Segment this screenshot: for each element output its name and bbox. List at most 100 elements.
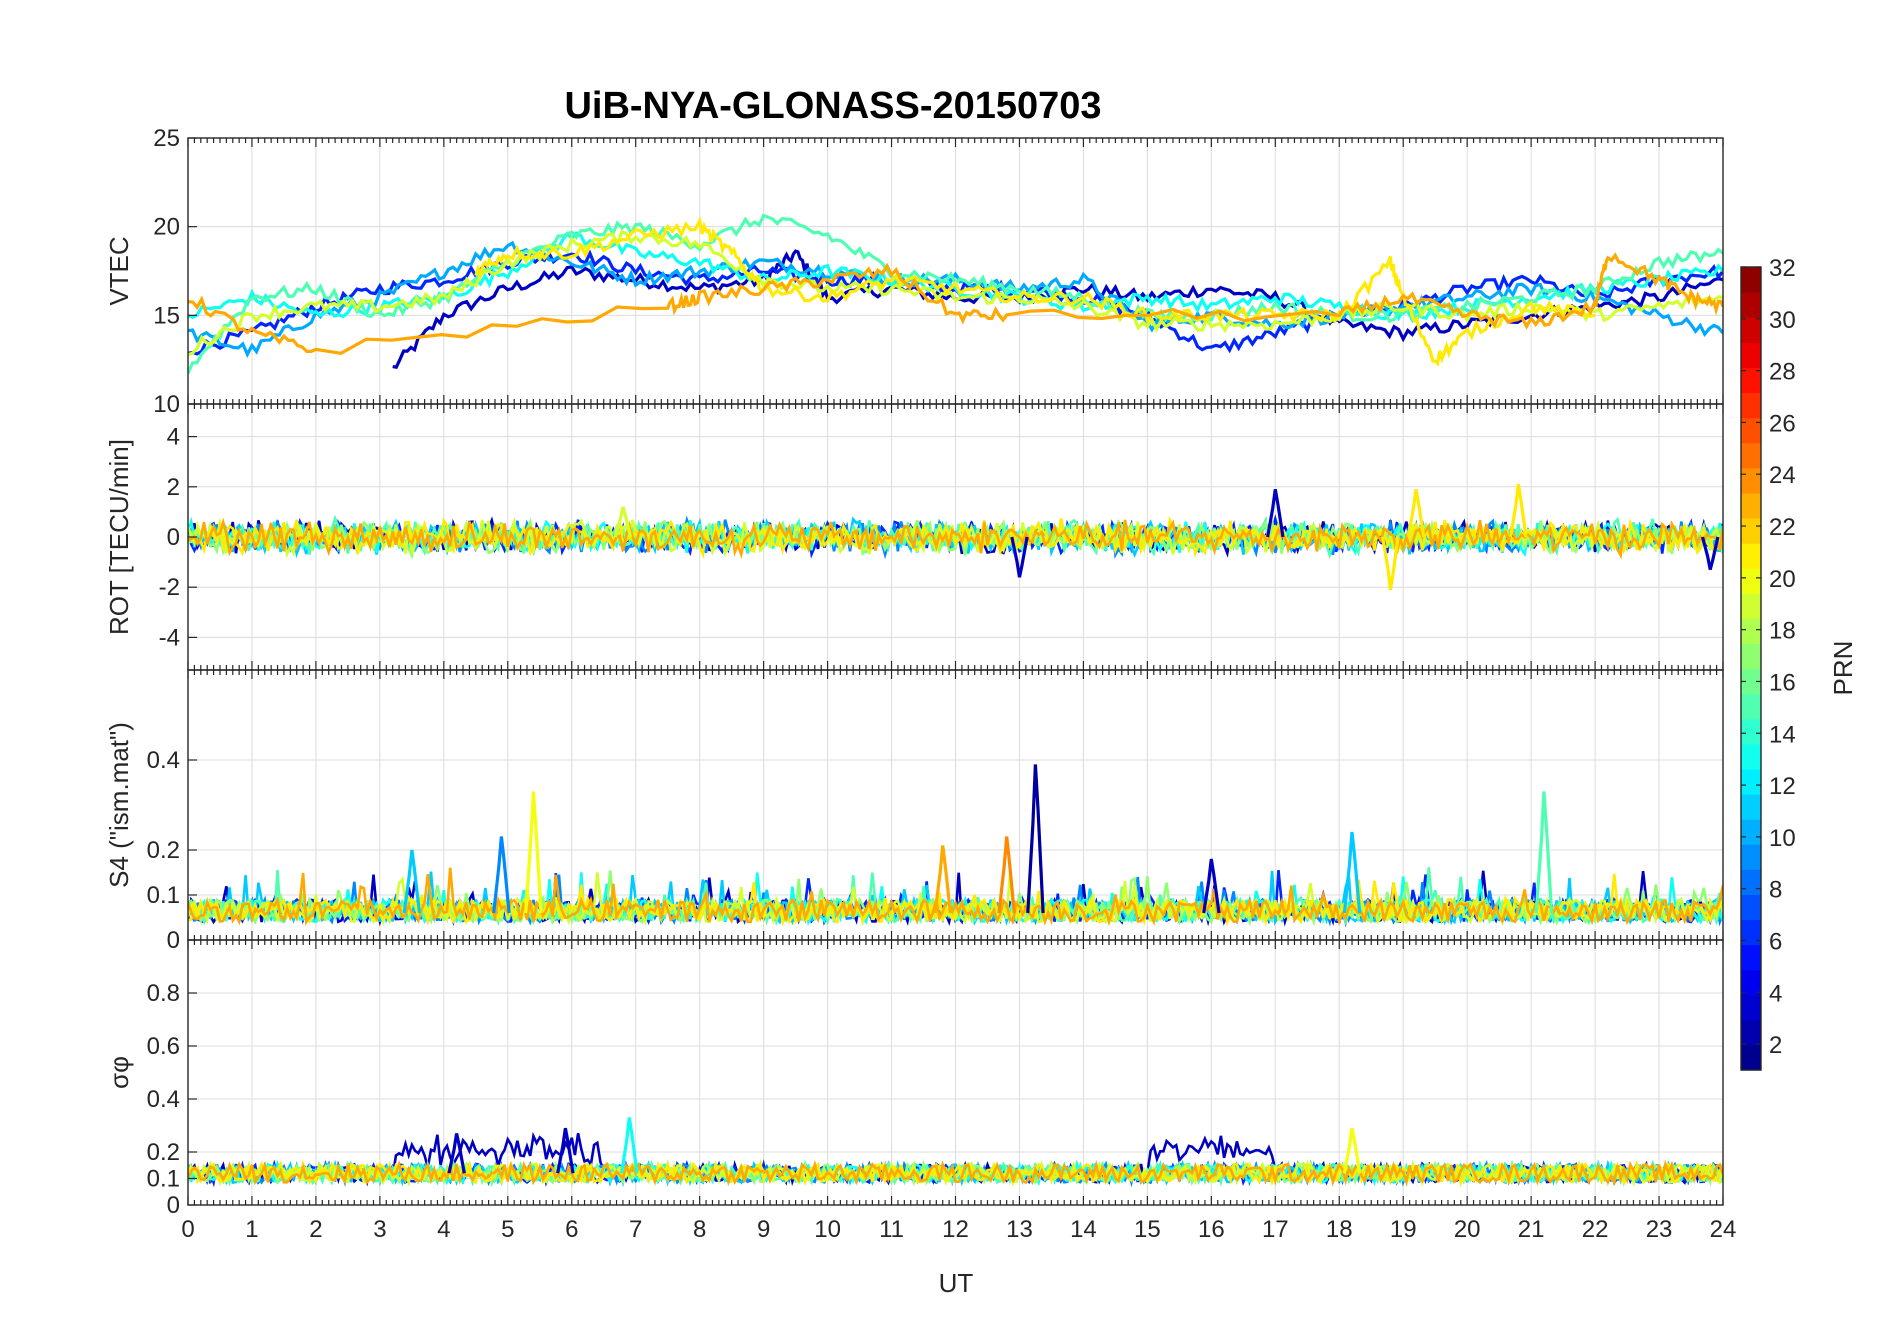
s4-peak-prn-3 — [1202, 858, 1221, 914]
x-tick-label: 5 — [501, 1216, 514, 1243]
colorbar-segment — [1741, 1044, 1761, 1071]
x-tick-label: 7 — [629, 1216, 642, 1243]
x-tick-label: 4 — [437, 1216, 450, 1243]
rot-peak-prn-19 — [613, 506, 633, 538]
rot-peak-prn-21 — [1381, 536, 1400, 590]
vtec-series-prn-19 — [188, 229, 1723, 357]
y-tick-label: -2 — [159, 574, 180, 601]
colorbar-tick-label: 16 — [1769, 669, 1796, 696]
colorbar-tick-label: 10 — [1769, 825, 1796, 852]
series-group — [188, 484, 1723, 590]
x-tick-label: 2 — [309, 1216, 322, 1243]
panel-vtec: 10 15 20 25 VTEC — [104, 125, 1724, 418]
s4-peak-prn-11 — [1342, 831, 1362, 914]
colorbar-label: PRN — [1828, 641, 1858, 696]
colorbar-segment — [1741, 292, 1761, 318]
rot-peak-prn-21 — [1509, 484, 1528, 538]
x-tick-label: 8 — [693, 1216, 706, 1243]
x-tick-label: 14 — [1070, 1216, 1097, 1243]
rot-peak-prn-3 — [1010, 536, 1029, 578]
colorbar-segment — [1741, 467, 1761, 494]
colorbar-segment — [1741, 317, 1761, 343]
y-tick-label: 2 — [167, 474, 180, 501]
colorbar-segment — [1741, 844, 1761, 870]
y-tick-label: -4 — [159, 624, 180, 651]
y-tick-label: 4 — [167, 424, 180, 451]
colorbar-segment — [1741, 919, 1761, 946]
x-tick-label: 10 — [814, 1216, 841, 1243]
vtec-series-prn-10 — [188, 240, 1723, 358]
colorbar-tick-label: 26 — [1769, 410, 1796, 437]
sigphi-peak-prn-3 — [447, 1133, 466, 1174]
s4-peak-prn-23 — [933, 845, 952, 914]
colorbar-tick-label: 28 — [1769, 359, 1796, 386]
y-tick-label: 0 — [167, 1192, 180, 1219]
y-tick-label: 0.2 — [147, 1139, 180, 1166]
y-tick-label: 0.2 — [147, 837, 180, 864]
panel-s4: 0 0.1 0.2 0.4 S4 ("ism.mat") — [104, 669, 1724, 954]
x-tick-label: 9 — [757, 1216, 770, 1243]
colorbar-segment — [1741, 643, 1761, 670]
x-tick-label: 12 — [942, 1216, 969, 1243]
x-tick-label: 18 — [1326, 1216, 1353, 1243]
colorbar-tick-label: 12 — [1769, 773, 1796, 800]
x-tick-label: 24 — [1710, 1216, 1737, 1243]
colorbar-tick-label: 22 — [1769, 514, 1796, 541]
x-tick-label: 16 — [1198, 1216, 1225, 1243]
vtec-series-prn-21 — [474, 216, 1596, 367]
colorbar-segment — [1741, 668, 1761, 695]
sigphi-peak-prn-13 — [620, 1117, 639, 1174]
series-group — [188, 213, 1723, 374]
x-tick-label: 6 — [565, 1216, 578, 1243]
colorbar-tick-label: 8 — [1769, 877, 1782, 904]
colorbar-segment — [1741, 568, 1761, 594]
series-group — [188, 1117, 1723, 1188]
colorbar-tick-label: 6 — [1769, 928, 1782, 955]
y-axis-label-vtec: VTEC — [104, 236, 134, 305]
y-tick-label: 0.4 — [147, 1086, 180, 1113]
colorbar-segment — [1741, 392, 1761, 419]
y-tick-label: 0 — [167, 524, 180, 551]
y-tick-label: 10 — [153, 391, 180, 418]
colorbar-tick-label: 4 — [1769, 980, 1782, 1007]
vtec-series-prn-23 — [188, 252, 1723, 355]
colorbar-segment — [1741, 593, 1761, 619]
y-tick-label: 0.1 — [147, 882, 180, 909]
colorbar-segment — [1741, 718, 1761, 745]
sigphi-peak-prn-3 — [556, 1127, 575, 1174]
rot-peak-prn-3 — [1266, 489, 1285, 538]
colorbar-segment — [1741, 819, 1761, 845]
x-tick-label: 3 — [373, 1216, 386, 1243]
rot-peak-prn-21 — [1406, 489, 1426, 538]
colorbar-tick-label: 30 — [1769, 307, 1796, 334]
x-tick-label: 1 — [245, 1216, 258, 1243]
colorbar-segment — [1741, 994, 1761, 1021]
series-group — [188, 764, 1723, 928]
colorbar-segment — [1741, 944, 1761, 971]
colorbar-tick-label: 18 — [1769, 618, 1796, 645]
colorbar-segment — [1741, 768, 1761, 795]
x-axis-label: UT — [939, 1268, 974, 1298]
colorbar-segment — [1741, 618, 1761, 645]
sigphi-series-prn-21 — [188, 1158, 1723, 1187]
s4-series-prn-23 — [188, 867, 1723, 927]
chart-title: UiB-NYA-GLONASS-20150703 — [564, 85, 1101, 127]
colorbar-tick-label: 14 — [1769, 721, 1796, 748]
s4-peak-prn-9 — [492, 836, 511, 914]
colorbar-segment — [1741, 969, 1761, 996]
colorbar-segment — [1741, 442, 1761, 469]
x-tick-label: 23 — [1646, 1216, 1673, 1243]
panel-rot: -4 -2 0 2 4 ROT [TECU/min] — [104, 403, 1724, 671]
x-tick-label: 20 — [1454, 1216, 1481, 1243]
colorbar-segment — [1741, 267, 1761, 293]
colorbar-segment — [1741, 869, 1761, 895]
y-tick-label: 0.1 — [147, 1166, 180, 1193]
rot-series-prn-23 — [188, 517, 1723, 560]
colorbar-segment — [1741, 342, 1761, 368]
colorbar-segment — [1741, 743, 1761, 770]
y-tick-label: 0 — [167, 927, 180, 954]
y-axis-label-sigphi: σφ — [104, 1056, 134, 1089]
colorbar-frame — [1740, 266, 1762, 1071]
